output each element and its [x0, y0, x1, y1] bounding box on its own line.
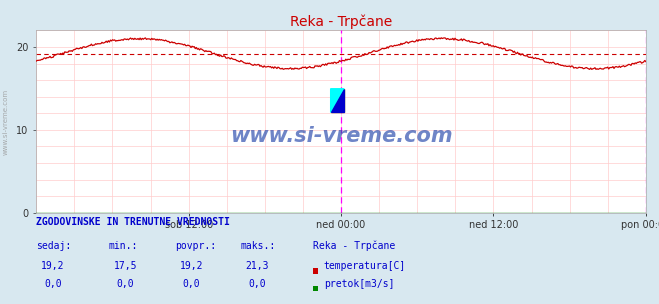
Text: 19,2: 19,2 [41, 261, 65, 271]
Text: povpr.:: povpr.: [175, 241, 215, 251]
Bar [331, 89, 344, 112]
Text: ZGODOVINSKE IN TRENUTNE VREDNOSTI: ZGODOVINSKE IN TRENUTNE VREDNOSTI [36, 217, 230, 227]
Text: Reka - Trpčane: Reka - Trpčane [313, 241, 395, 251]
Polygon shape [331, 89, 344, 112]
Text: 21,3: 21,3 [245, 261, 269, 271]
Text: sedaj:: sedaj: [36, 241, 71, 251]
Text: maks.:: maks.: [241, 241, 275, 251]
Text: www.si-vreme.com: www.si-vreme.com [230, 126, 452, 146]
Text: www.si-vreme.com: www.si-vreme.com [2, 88, 9, 155]
Text: 0,0: 0,0 [117, 279, 134, 289]
Text: 0,0: 0,0 [248, 279, 266, 289]
Text: 19,2: 19,2 [179, 261, 203, 271]
Polygon shape [331, 89, 344, 112]
Text: 17,5: 17,5 [113, 261, 137, 271]
Text: pretok[m3/s]: pretok[m3/s] [324, 279, 394, 289]
Text: 0,0: 0,0 [44, 279, 61, 289]
Text: min.:: min.: [109, 241, 138, 251]
Title: Reka - Trpčane: Reka - Trpčane [290, 15, 392, 29]
Text: 0,0: 0,0 [183, 279, 200, 289]
Text: temperatura[C]: temperatura[C] [324, 261, 406, 271]
